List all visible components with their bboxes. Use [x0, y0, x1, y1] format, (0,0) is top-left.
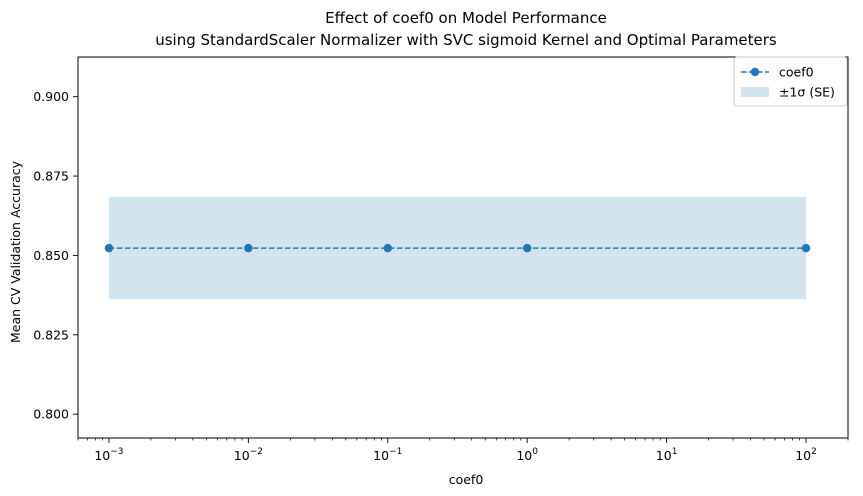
x-tick-label: 102: [795, 447, 817, 463]
y-tick-label: 0.900: [33, 89, 69, 104]
y-tick-label: 0.800: [33, 407, 69, 422]
data-point: [801, 243, 811, 253]
x-axis-label: coef0: [449, 472, 484, 487]
x-tick-label: 101: [656, 447, 678, 463]
legend-entry-band: ±1σ (SE): [779, 85, 835, 100]
y-tick-label: 0.875: [33, 169, 69, 184]
x-tick-label: 10−3: [94, 447, 123, 463]
x-tick-label: 100: [516, 447, 538, 463]
plot-area: 10−3 10−2 10−1 100 101 102 0.800 0.825 0.850 0.87…: [33, 56, 849, 463]
x-tick-label: 10−1: [373, 447, 402, 463]
y-tick-label: 0.825: [33, 327, 69, 342]
chart-subtitle: using StandardScaler Normalizer with SVC…: [155, 31, 777, 49]
legend-marker-swatch: [750, 67, 760, 77]
data-point: [383, 243, 392, 253]
chart-title: Effect of coef0 on Model Performance: [325, 9, 607, 27]
data-point: [244, 243, 253, 253]
legend-frame: [733, 56, 848, 107]
data-point: [522, 243, 532, 253]
x-tick-label: 10−2: [234, 447, 263, 463]
axes-frame: [77, 56, 849, 439]
y-tick-label: 0.850: [33, 248, 69, 263]
legend: coef0 ±1σ (SE): [733, 56, 848, 107]
legend-entry-series: coef0: [779, 65, 814, 80]
data-point: [104, 243, 114, 253]
legend-band-swatch: [741, 87, 769, 97]
y-axis-label: Mean CV Validation Accuracy: [8, 160, 23, 343]
